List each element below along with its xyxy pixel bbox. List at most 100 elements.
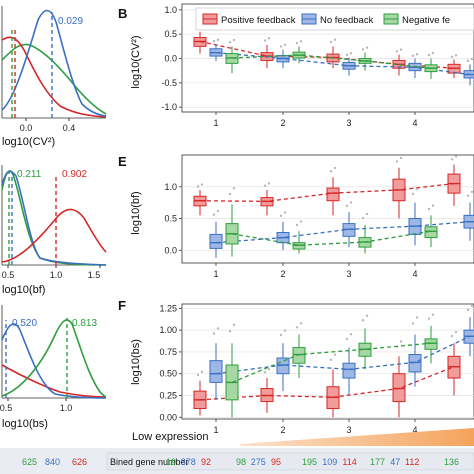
xlabel-g: log10(bs)	[2, 418, 48, 430]
density-none-d	[1, 170, 107, 266]
box-E-2-0	[225, 187, 239, 257]
outlier-point	[329, 40, 333, 44]
outlier-point	[470, 304, 474, 308]
annotation-none-g: 0.520	[12, 318, 37, 329]
outlier-point	[466, 59, 470, 63]
outlier-point	[228, 192, 232, 196]
bin-count-1-2: 95	[271, 457, 281, 467]
box-F-1-2	[342, 333, 356, 396]
xtick-label-F: 4	[412, 425, 417, 435]
outlier-point	[232, 323, 236, 326]
outlier-point	[399, 156, 403, 160]
box-rect	[408, 354, 422, 373]
bined-counts: 19 378 92 98 275 95 195 109 114 177 47 112 136	[166, 457, 459, 467]
outlier-point	[399, 340, 403, 343]
ytick-label-B: 1.0	[164, 5, 177, 15]
ytick-label-E: 0.5	[164, 214, 177, 224]
box-E-1-4	[463, 190, 474, 241]
bin-count-3-0: 177	[370, 457, 385, 467]
expression-gradient-arrow	[240, 428, 474, 446]
outlier-point	[196, 373, 200, 377]
total-negative: 625	[22, 457, 37, 467]
panel-label-E: E	[118, 154, 127, 169]
box-F-0-1	[260, 367, 274, 413]
box-E-0-4	[447, 155, 461, 206]
annotation-negative-d: 0.211	[17, 169, 42, 180]
low-expression-label: Low expression	[132, 431, 208, 443]
outlier-point	[283, 43, 287, 46]
outlier-point	[450, 334, 454, 338]
box-B-0-3	[392, 48, 406, 76]
box-B-2-3	[424, 51, 438, 79]
outlier-point	[450, 158, 454, 161]
box-F-0-2	[326, 353, 340, 418]
outlier-point	[349, 201, 353, 204]
outlier-point	[399, 48, 403, 51]
median-trend-E-2	[231, 230, 432, 246]
tick-a-0: 0.0	[20, 123, 33, 133]
ytick-label-F: 0.00	[159, 412, 177, 422]
median-trend-B-2	[231, 54, 432, 69]
xtick-label-B: 4	[412, 118, 417, 128]
annotation-none-a: 0.029	[58, 16, 83, 27]
outlier-point	[333, 38, 337, 41]
density-negative-a	[1, 43, 107, 115]
total-positive: 626	[72, 457, 87, 467]
ytick-label-F: 0.50	[159, 369, 177, 379]
box-E-0-3	[392, 156, 406, 219]
bin-count-2-2: 114	[342, 457, 356, 467]
xtick-label-B: 2	[280, 118, 285, 128]
xtick-label-F: 3	[346, 425, 351, 435]
median-trend-F-0	[199, 366, 455, 401]
outlier-point	[196, 185, 200, 188]
outlier-point	[263, 39, 267, 42]
bin-count-1-1: 275	[251, 457, 266, 467]
outlier-point	[228, 330, 232, 333]
outlier-point	[345, 53, 349, 57]
density-positive-a	[1, 36, 107, 118]
bin-count-3-2: 112	[405, 457, 419, 467]
left-totals: 625 840 626	[22, 457, 87, 467]
box-F-2-2	[358, 314, 372, 370]
outlier-point	[283, 329, 287, 332]
outlier-point	[200, 183, 204, 186]
box-rect	[292, 347, 306, 364]
ytick-label-B: 0.0	[164, 53, 177, 63]
tick-a-1: 0.4	[63, 123, 76, 133]
annotation-positive-d: 0.902	[62, 169, 87, 180]
outlier-point	[470, 190, 474, 194]
box-E-0-0	[193, 183, 207, 216]
box-E-2-2	[358, 212, 372, 254]
tick-d-1: 1.0	[50, 270, 63, 280]
outlier-point	[415, 187, 419, 191]
density-none-a	[1, 9, 107, 117]
xtick-label-E: 4	[412, 269, 417, 279]
box-rect	[209, 233, 223, 249]
xtick-label-E: 1	[213, 269, 218, 279]
xtick-label-E: 2	[280, 269, 285, 279]
ytick-label-F: 0.25	[159, 390, 177, 400]
outlier-point	[411, 322, 415, 325]
annotation-negative-g: 0.813	[72, 318, 97, 329]
box-B-1-0	[209, 38, 223, 61]
outlier-point	[295, 223, 299, 227]
density-negative-d	[1, 170, 107, 266]
ytick-label-F: 1.25	[159, 303, 177, 313]
bin-count-0-0: 19	[166, 457, 176, 467]
outlier-point	[279, 333, 283, 337]
density-positive-d	[1, 208, 107, 263]
plot-frame-B	[181, 3, 474, 113]
box-F-2-0	[225, 323, 239, 418]
outlier-point	[267, 367, 271, 371]
box-F-0-0	[193, 370, 207, 416]
outlier-point	[365, 46, 369, 49]
box-F-1-1	[276, 329, 290, 392]
box-B-1-3	[408, 53, 422, 78]
outlier-point	[365, 212, 369, 216]
outlier-point	[228, 41, 232, 44]
outlier-point	[345, 337, 349, 341]
box-B-1-2	[342, 52, 356, 76]
tick-g-0: 0.5	[0, 403, 12, 413]
median-trend-E-0	[199, 182, 455, 203]
